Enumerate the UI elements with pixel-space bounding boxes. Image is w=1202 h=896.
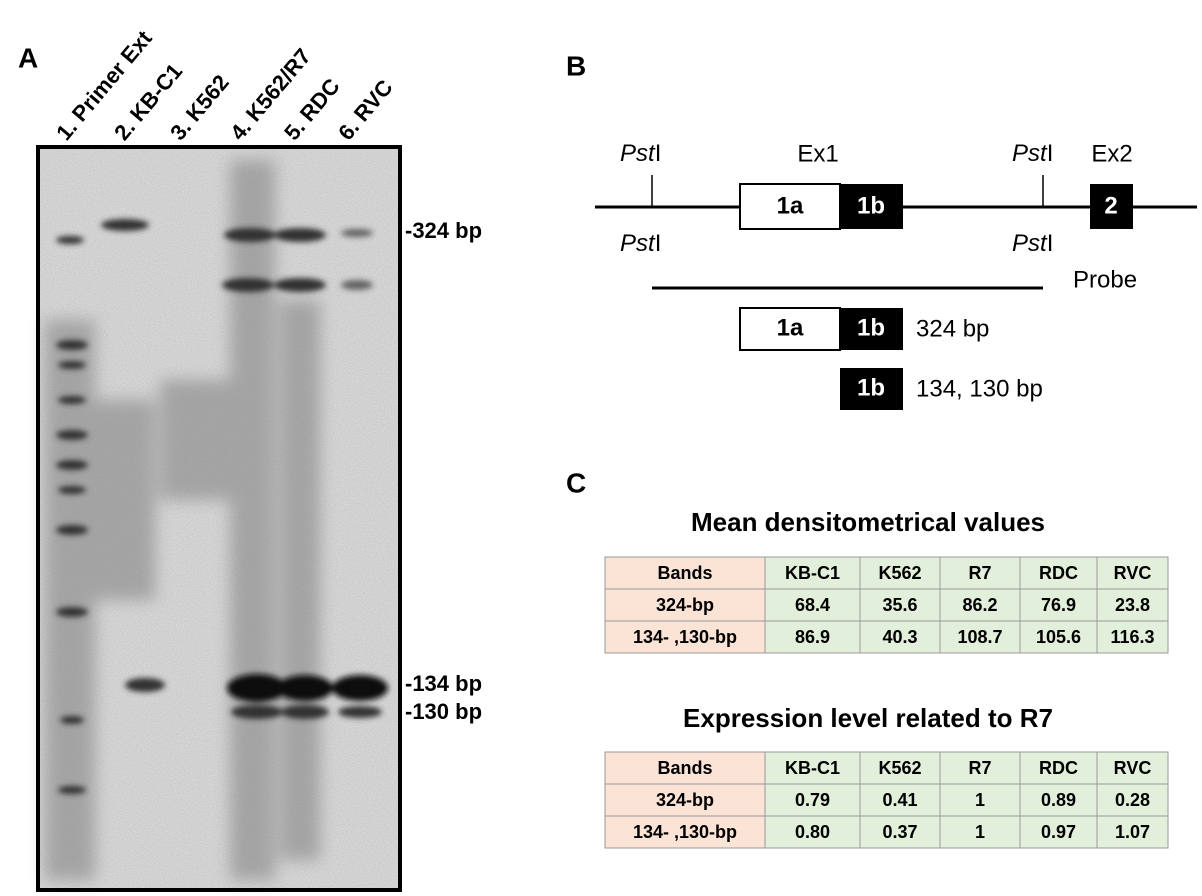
table-value: 1 [975,822,985,842]
panel-label: C [566,467,586,498]
table-header: RVC [1114,563,1152,583]
table-value: 105.6 [1036,627,1081,647]
table-cell [859,751,941,785]
table-value: 0.80 [795,822,830,842]
table-cell [604,588,766,622]
table-value: 134- ,130-bp [633,822,737,842]
table-header: K562 [878,758,921,778]
table-value: 0.41 [882,790,917,810]
site-label: PstI [620,230,661,257]
table-header: Bands [657,563,712,583]
table-value: 76.9 [1041,595,1076,615]
table-value: 134- ,130-bp [633,627,737,647]
site-italic: Pst [620,140,656,167]
table-cell [859,556,941,590]
table-value: 0.79 [795,790,830,810]
table-cell [604,620,766,654]
box-label: 1b [857,192,885,219]
table-cell [764,556,861,590]
table-header: K562 [878,563,921,583]
table-header: RVC [1114,758,1152,778]
panel-label: B [566,50,586,81]
band-label: -130 bp [405,699,482,724]
table-header: Bands [657,758,712,778]
table-value: 86.2 [962,595,997,615]
tables: Mean densitometrical values Bands KB-C1 K56… [604,507,1169,849]
table-value: 116.3 [1110,627,1154,647]
table-cell [764,751,861,785]
box-label: 1b [857,374,885,401]
fragment-label: 324 bp [916,315,989,342]
gene-map: PstI PstI Ex1 Ex2 1a 1b 2 PstI PstI Prob… [595,140,1197,410]
table-value: 40.3 [882,627,917,647]
site-italic: Pst [1012,140,1048,167]
table-cell [939,620,1021,654]
site-roman: I [655,140,662,167]
table-value: 86.9 [795,627,830,647]
table-value: 324-bp [656,595,714,615]
table-cell [859,783,941,817]
lane-label: 6. RVC [333,75,398,145]
table-value: 324-bp [656,790,714,810]
table-value: 0.28 [1115,790,1150,810]
table-cell [939,751,1021,785]
probe-label: Probe [1073,266,1137,293]
table-title: Expression level related to R7 [683,703,1053,733]
site-roman: I [1047,230,1054,257]
table-cell [939,556,1021,590]
table-value: 1.07 [1115,822,1150,842]
table-header: RDC [1039,563,1078,583]
table-value: 1 [975,790,985,810]
table-header: RDC [1039,758,1078,778]
table-title: Mean densitometrical values [691,507,1045,537]
site-label: PstI [1012,140,1053,167]
box-label: 1b [857,314,885,341]
site-roman: I [655,230,662,257]
site-roman: I [1047,140,1054,167]
table-cell [1019,620,1098,654]
site-italic: Pst [620,230,656,257]
table-header: KB-C1 [785,563,840,583]
table-value: 0.97 [1041,822,1076,842]
table-cell [1096,815,1169,849]
table-header: R7 [968,563,991,583]
exon-label: Ex1 [797,140,838,167]
table-value: 108.7 [957,627,1002,647]
table-cell [859,620,941,654]
table-cell [604,783,766,817]
box-label: 2 [1104,192,1117,219]
box-label: 1a [777,314,804,341]
band-label: -134 bp [405,671,482,696]
band-label: -324 bp [405,218,482,243]
fragment-label: 134, 130 bp [916,375,1043,402]
site-label: PstI [620,140,661,167]
table-cell [764,588,861,622]
table-value: 68.4 [795,595,830,615]
table-header: R7 [968,758,991,778]
site-italic: Pst [1012,230,1048,257]
table-cell [1096,783,1169,817]
site-label: PstI [1012,230,1053,257]
exon-label: Ex2 [1091,140,1132,167]
panel-label: A [18,42,38,73]
table-header: KB-C1 [785,758,840,778]
table-value: 0.37 [882,822,917,842]
table-cell [1096,620,1169,654]
table-value: 0.89 [1041,790,1076,810]
table-value: 23.8 [1115,595,1150,615]
table-value: 35.6 [882,595,917,615]
table-cell [1019,751,1098,785]
table-cell [764,783,861,817]
box-label: 1a [777,192,804,219]
table-cell [604,751,766,785]
gel [36,145,402,892]
